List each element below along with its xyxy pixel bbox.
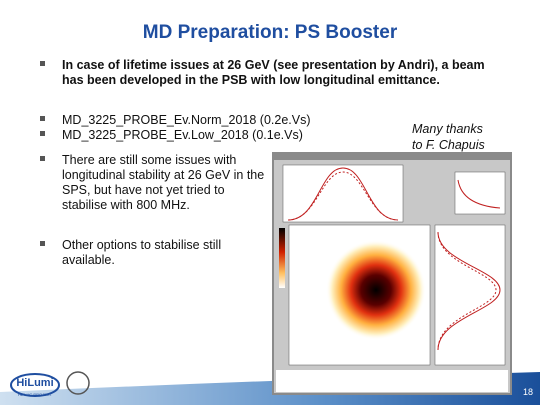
bullet-text: Other options to stabilise still availab… — [62, 238, 222, 267]
page-number: 18 — [523, 387, 533, 397]
slide-title: MD Preparation: PS Booster — [142, 22, 398, 43]
logo-subtext: HL-LHC PROJECT — [18, 392, 53, 397]
bullet-text: There are still some issues with longitu… — [62, 153, 265, 212]
logo-text: HiLumi — [16, 377, 53, 389]
note-line: Many thanks — [412, 122, 483, 136]
profile-curve — [287, 171, 399, 221]
acknowledgement: Many thanks to F. Chapuis — [412, 121, 485, 153]
vertical-profile-plot — [434, 224, 506, 366]
note-line: to F. Chapuis — [412, 138, 485, 152]
bullet-text: MD_3225_PROBE_Ev.Low_2018 (0.1e.Vs) — [62, 128, 303, 142]
color-bar — [279, 228, 285, 288]
phase-space-blob — [326, 240, 426, 340]
bullet-marker — [40, 116, 45, 121]
cern-logo — [66, 371, 90, 395]
profile-plot — [282, 164, 404, 223]
bullet-text: MD_3225_PROBE_Ev.Norm_2018 (0.2e.Vs) — [62, 113, 311, 127]
bullet-marker — [40, 241, 45, 246]
bullet-marker — [40, 61, 45, 66]
bullet-text: In case of lifetime issues at 26 GeV (se… — [62, 58, 485, 87]
vertical-profile-curve — [437, 231, 497, 351]
tomogram-info — [276, 370, 508, 392]
bullet-marker — [40, 131, 45, 136]
logo-ring — [10, 373, 60, 397]
vertical-profile-curve — [437, 231, 501, 351]
small-curve — [457, 179, 501, 209]
bullet-marker — [40, 156, 45, 161]
